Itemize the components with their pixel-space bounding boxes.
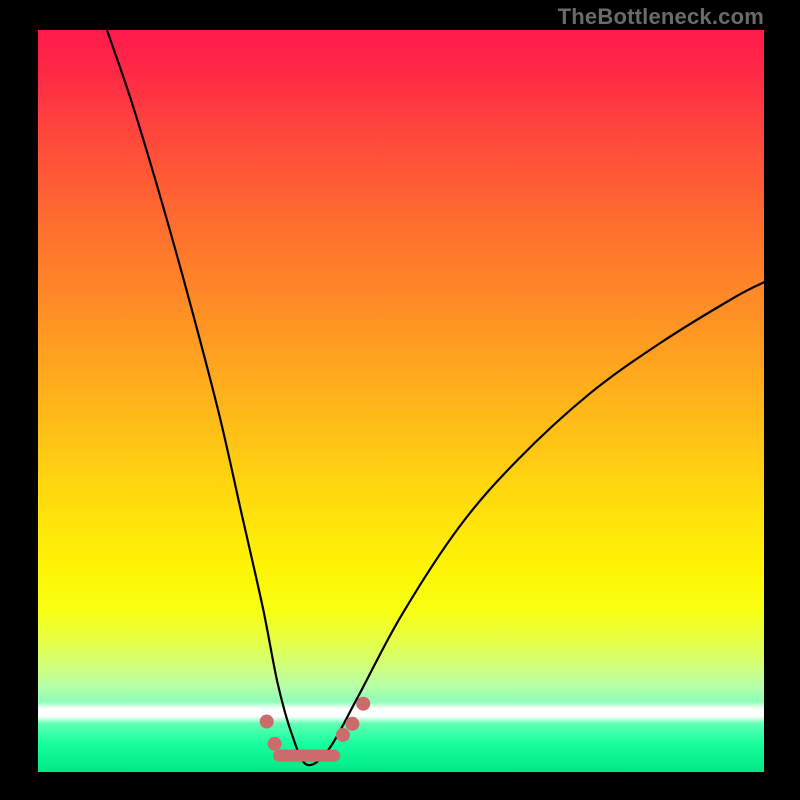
marker-dot <box>336 728 350 742</box>
marker-dot <box>260 715 274 729</box>
chart-overlay <box>0 0 800 800</box>
watermark-text: TheBottleneck.com <box>558 4 764 30</box>
marker-dot <box>356 697 370 711</box>
gradient-panel <box>38 30 764 772</box>
marker-dot <box>345 717 359 731</box>
frame: { "canvas": { "width": 800, "height": 80… <box>0 0 800 800</box>
marker-dot <box>268 737 282 751</box>
